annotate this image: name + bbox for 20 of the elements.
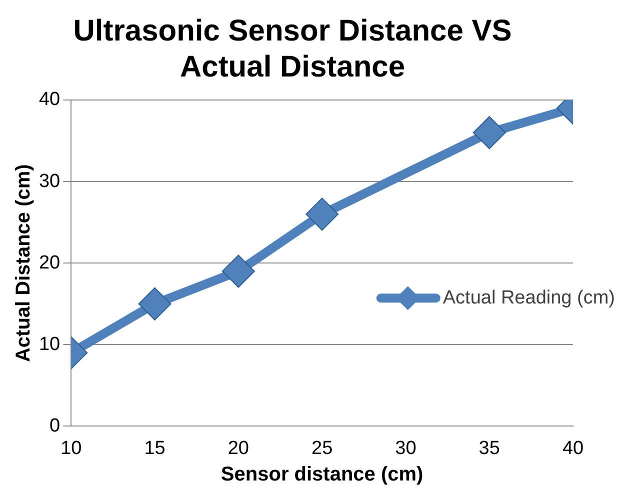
point: [306, 198, 339, 231]
x-tick-label: 20: [228, 438, 249, 459]
chart-title: Ultrasonic Sensor Distance VS Actual Distance: [73, 14, 512, 84]
x-tick-label: 25: [311, 438, 333, 459]
legend-label: Actual Reading (cm): [442, 287, 615, 308]
x-tick-label: 15: [144, 438, 166, 459]
y-tick-label: 10: [38, 334, 60, 355]
x-tick-label: 35: [478, 438, 500, 459]
x-tick-label: 30: [395, 438, 416, 459]
y-tick-label: 30: [38, 170, 60, 192]
y-axis-title: Actual Distance (cm): [12, 164, 35, 362]
y-tick-label: 40: [38, 89, 60, 110]
point: [222, 254, 255, 288]
x-axis-title: Sensor distance (cm): [220, 464, 424, 486]
y-tick-label: 0: [50, 415, 60, 436]
x-tick-label: 40: [562, 438, 584, 459]
point: [138, 287, 172, 320]
x-tick-label: 10: [60, 438, 82, 459]
y-tick-label: 20: [38, 252, 60, 274]
point: [472, 116, 506, 150]
